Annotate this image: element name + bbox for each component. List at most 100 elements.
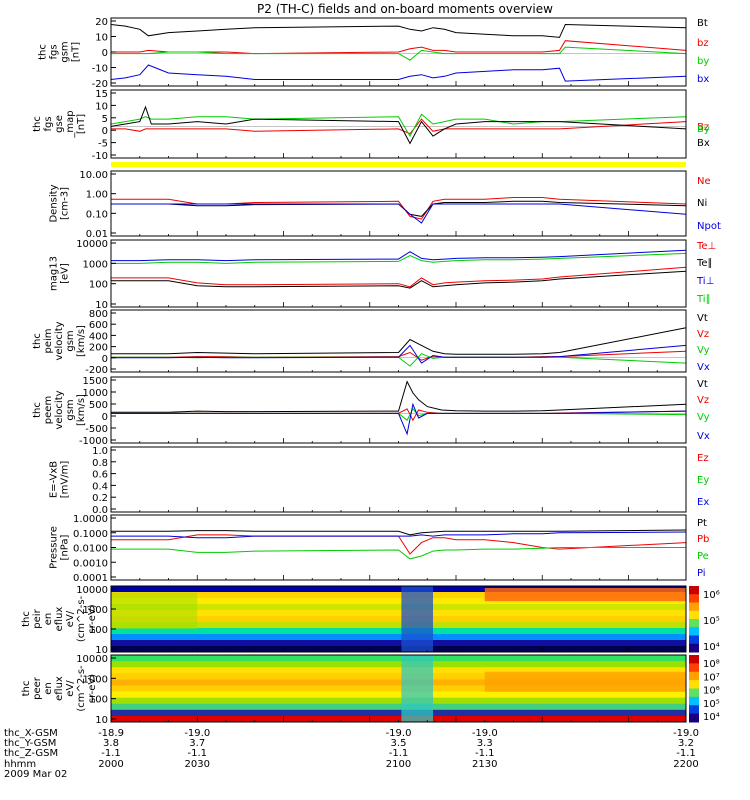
legend-label: Vt bbox=[697, 313, 708, 324]
y-tick-label: 100 bbox=[89, 695, 108, 706]
footer-value: 2130 bbox=[472, 759, 497, 770]
legend-label: Vy bbox=[697, 412, 710, 423]
legend-label: Te∥ bbox=[696, 258, 713, 269]
footer-value: -1.1 bbox=[187, 748, 207, 759]
y-tick-label: 400 bbox=[89, 331, 108, 342]
spectrogram-band bbox=[111, 640, 686, 647]
y-tick-label: 1.0000 bbox=[73, 514, 108, 525]
y-axis-label-line: E=-VxB bbox=[49, 461, 60, 498]
y-tick-label: 1000 bbox=[83, 388, 108, 399]
spectrogram-hot-region bbox=[484, 588, 686, 602]
footer-row-label: 2009 Mar 02 bbox=[4, 769, 67, 780]
spectrogram-band bbox=[111, 691, 686, 699]
y-axis-label-line: thc bbox=[32, 116, 43, 132]
y-tick-label: 0.0 bbox=[92, 505, 108, 516]
y-tick-label: 100 bbox=[89, 280, 108, 291]
y-tick-label: 0.0010 bbox=[73, 558, 108, 569]
series-line-Bz bbox=[111, 118, 687, 135]
legend-label: Ey bbox=[697, 475, 709, 486]
y-axis-label-line: _map bbox=[65, 110, 76, 138]
y-axis-label-line: (cm^2-s- bbox=[76, 595, 87, 642]
footer-value: 2000 bbox=[98, 759, 123, 770]
spectrogram-band bbox=[111, 697, 686, 705]
spectrogram-band bbox=[111, 715, 686, 723]
colorbar-segment bbox=[689, 643, 699, 653]
footer-value: -19.0 bbox=[386, 728, 412, 739]
colorbar-tick-label: 10⁶ bbox=[703, 686, 720, 697]
y-tick-label: 1000 bbox=[83, 605, 108, 616]
y-tick-label: 600 bbox=[89, 320, 108, 331]
legend-label: Bt bbox=[697, 18, 708, 29]
series-line-by bbox=[111, 46, 687, 61]
y-axis-label-line: gsm bbox=[65, 399, 76, 420]
legend-label: Ti∥ bbox=[696, 294, 711, 305]
y-tick-label: 0.01 bbox=[86, 229, 108, 240]
spectrogram-band bbox=[111, 628, 686, 635]
y-axis-label-line: peem bbox=[43, 396, 54, 424]
y-tick-label: 5 bbox=[102, 114, 108, 125]
colorbar-segment bbox=[689, 586, 699, 595]
y-axis-label-line: fgs bbox=[43, 116, 54, 131]
y-tick-label: 0 bbox=[102, 48, 108, 59]
series-line-Ti⊥ bbox=[111, 249, 687, 262]
y-axis-label-line: Pressure bbox=[49, 526, 60, 569]
y-tick-label: 10 bbox=[95, 300, 108, 311]
footer-value: -19.0 bbox=[673, 728, 699, 739]
y-tick-label: -500 bbox=[85, 424, 108, 435]
spectrogram-event bbox=[401, 586, 433, 652]
legend-label: Te⊥ bbox=[696, 241, 716, 252]
colorbar-segment bbox=[689, 655, 699, 664]
y-tick-label: 10 bbox=[95, 715, 108, 726]
spectrogram-band bbox=[111, 661, 686, 668]
y-tick-label: -1000 bbox=[79, 436, 108, 447]
spectrogram-band bbox=[111, 586, 686, 593]
y-axis-label-line: velocity bbox=[54, 321, 65, 360]
y-axis-label-line: fgs bbox=[49, 44, 60, 59]
y-tick-label: 10 bbox=[95, 101, 108, 112]
legend-label: Vx bbox=[697, 362, 710, 373]
footer-value: -19.0 bbox=[472, 728, 498, 739]
footer-value: -19.0 bbox=[184, 728, 210, 739]
footer-value: 2100 bbox=[386, 759, 411, 770]
y-tick-label: -20 bbox=[92, 79, 108, 90]
legend-label: Vx bbox=[697, 431, 710, 442]
colorbar-segment bbox=[689, 671, 699, 681]
y-axis-label-line: peim bbox=[43, 328, 54, 353]
spectrogram-band bbox=[111, 709, 686, 717]
colorbar-tick-label: 10⁵ bbox=[703, 699, 720, 710]
spectrogram-band bbox=[111, 622, 686, 629]
legend-label: By bbox=[697, 124, 710, 135]
y-axis-label-line: eflux bbox=[54, 676, 65, 701]
figure-title: P2 (TH-C) fields and on-board moments ov… bbox=[257, 2, 553, 16]
series-line-Bx bbox=[110, 105, 687, 145]
colorbar-segment bbox=[689, 610, 699, 620]
y-axis-label-line: sr-eV) bbox=[87, 674, 98, 703]
y-tick-label: 0.8 bbox=[92, 458, 108, 469]
y-axis-label-line: gsm bbox=[60, 41, 71, 62]
y-axis-label-line: thc bbox=[32, 402, 43, 418]
y-tick-label: 10000 bbox=[76, 585, 108, 596]
y-axis-label-line: eV/ bbox=[65, 680, 76, 697]
footer-row-label: thc_X-GSM bbox=[4, 728, 58, 739]
footer-row-label: hhmm bbox=[4, 759, 36, 770]
y-axis-label-line: gse bbox=[54, 115, 65, 133]
y-axis-label-line: (cm^2-s- bbox=[76, 665, 87, 712]
y-tick-label: 500 bbox=[89, 400, 108, 411]
series-line-Pi bbox=[111, 531, 687, 539]
series-line-Ne bbox=[111, 197, 687, 220]
colorbar-segment bbox=[689, 594, 699, 603]
footer-value: 2030 bbox=[185, 759, 210, 770]
legend-label: Pe bbox=[697, 551, 709, 562]
series-line-Te∥ bbox=[111, 270, 687, 289]
spectrogram-hot-region bbox=[484, 671, 686, 692]
y-axis-label-line: peir bbox=[32, 608, 43, 628]
spectrogram-band bbox=[111, 598, 686, 605]
legend-label: Pt bbox=[697, 518, 707, 529]
y-axis-label-line: velocity bbox=[54, 390, 65, 429]
legend-label: by bbox=[697, 56, 709, 67]
y-tick-label: -5 bbox=[98, 139, 108, 150]
y-tick-label: 0 bbox=[102, 126, 108, 137]
y-tick-label: 1.0 bbox=[92, 446, 108, 457]
